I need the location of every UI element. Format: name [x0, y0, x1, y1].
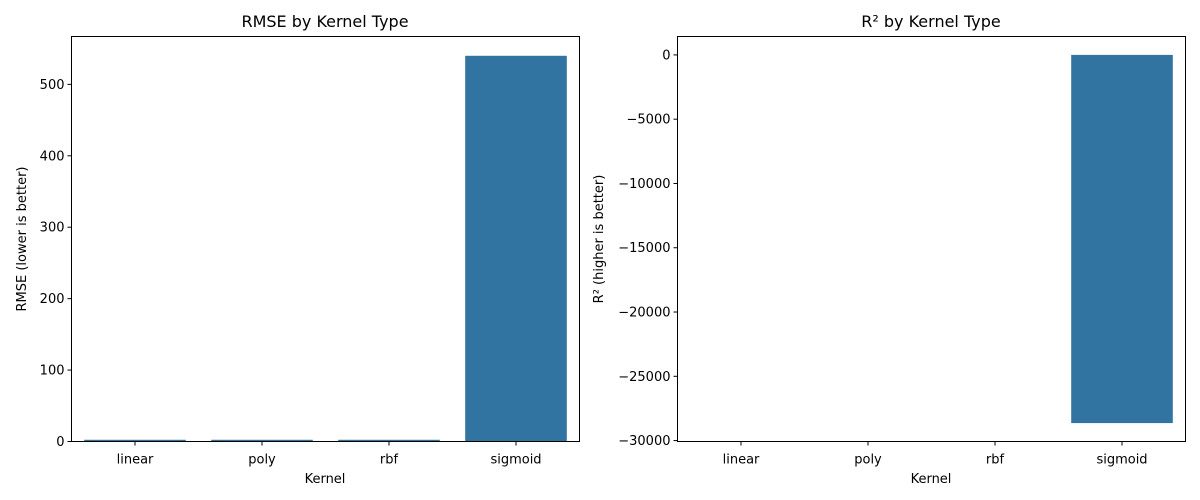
y-tick-label: 100 [40, 364, 65, 379]
bars-group [690, 54, 1173, 424]
bar-rbf [338, 439, 440, 442]
x-tick-label: linear [723, 453, 760, 468]
x-axis-label: Kernel [305, 472, 346, 487]
y-ticks: 0 −5000 −10000 −15000 −20000 −25000 −30000 [618, 48, 678, 449]
y-tick-label: −25000 [618, 370, 670, 385]
x-tick-label: sigmoid [490, 453, 541, 468]
y-tick-label: 400 [40, 149, 65, 164]
chart-title: RMSE by Kernel Type [241, 12, 408, 31]
y-ticks: 0 100 200 300 400 500 [40, 78, 72, 450]
bar-sigmoid [1071, 54, 1173, 424]
x-tick-label: rbf [986, 453, 1005, 468]
y-tick-label: 0 [56, 435, 64, 450]
x-ticks: linear poly rbf sigmoid [117, 441, 542, 468]
y-tick-label: −5000 [627, 113, 671, 128]
y-tick-label: −20000 [618, 306, 670, 321]
y-axis-label: RMSE (lower is better) [15, 167, 30, 312]
x-axis-label: Kernel [911, 472, 952, 487]
bars-group [84, 55, 567, 442]
x-tick-label: poly [248, 453, 276, 468]
bar-sigmoid [465, 55, 567, 442]
chart-title: R² by Kernel Type [861, 12, 1000, 31]
y-tick-label: 300 [40, 221, 65, 236]
bar-poly [211, 439, 313, 442]
y-tick-label: −30000 [618, 434, 670, 449]
x-tick-label: rbf [380, 453, 399, 468]
y-tick-label: 200 [40, 292, 65, 307]
r2-chart: R² by Kernel Type 0 −5000 −10000 −15000 −200… [592, 12, 1186, 487]
y-tick-label: 500 [40, 78, 65, 93]
y-axis-label: R² (higher is better) [592, 175, 607, 304]
x-ticks: linear poly rbf sigmoid [723, 441, 1148, 468]
x-tick-label: linear [117, 453, 154, 468]
x-tick-label: sigmoid [1096, 453, 1147, 468]
y-tick-label: −10000 [618, 177, 670, 192]
y-tick-label: −15000 [618, 241, 670, 256]
axes-frame [71, 36, 580, 442]
rmse-chart: RMSE by Kernel Type 0 100 200 300 400 500 lin… [15, 12, 580, 487]
x-tick-label: poly [854, 453, 882, 468]
y-tick-label: 0 [662, 48, 670, 63]
axes-frame [677, 36, 1186, 442]
bar-linear [84, 439, 186, 442]
